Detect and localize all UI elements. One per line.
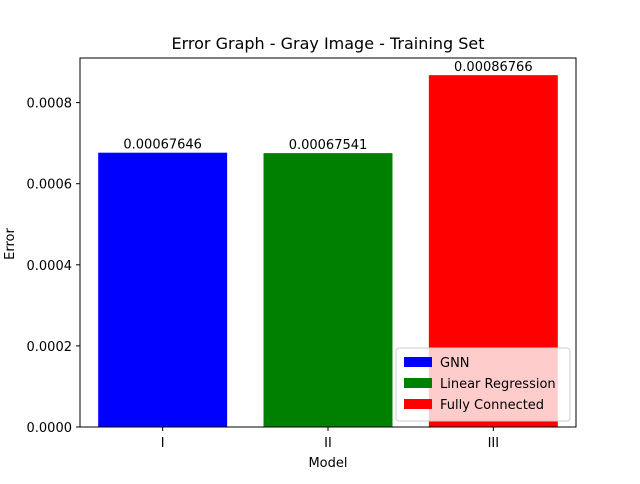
y-tick-label-4: 0.0008 xyxy=(27,97,73,112)
legend-box xyxy=(395,347,571,422)
x-axis-label: Model xyxy=(308,456,347,471)
y-axis-label: Error xyxy=(3,228,18,260)
y-tick-label-1: 0.0002 xyxy=(27,340,73,355)
legend: GNN Linear Regression Fully Connected xyxy=(395,347,571,422)
y-tick-label-0: 0.0000 xyxy=(27,421,73,436)
legend-swatch-2 xyxy=(404,399,432,409)
legend-swatch-0 xyxy=(404,357,432,367)
x-tick-label-III: III xyxy=(488,436,500,451)
legend-label-1: Linear Regression xyxy=(440,377,556,392)
y-tick-label-2: 0.0004 xyxy=(27,259,73,274)
data-label-III: 0.00086766 xyxy=(454,60,533,75)
data-label-I: 0.00067646 xyxy=(123,138,202,153)
plot-frame xyxy=(79,57,577,428)
data-label-II: 0.00067541 xyxy=(289,138,368,153)
y-tick-label-3: 0.0006 xyxy=(27,178,73,193)
x-tick-label-I: I xyxy=(161,436,165,451)
legend-label-2: Fully Connected xyxy=(440,398,544,413)
bar-II xyxy=(263,153,393,428)
bar-I xyxy=(98,152,228,427)
x-tick-label-II: II xyxy=(324,436,332,451)
chart-title: Error Graph - Gray Image - Training Set xyxy=(172,34,485,53)
legend-label-0: GNN xyxy=(440,356,470,371)
data-labels-layer: 0.00067646 0.00067541 0.00086766 xyxy=(123,60,532,153)
legend-swatch-1 xyxy=(404,378,432,388)
